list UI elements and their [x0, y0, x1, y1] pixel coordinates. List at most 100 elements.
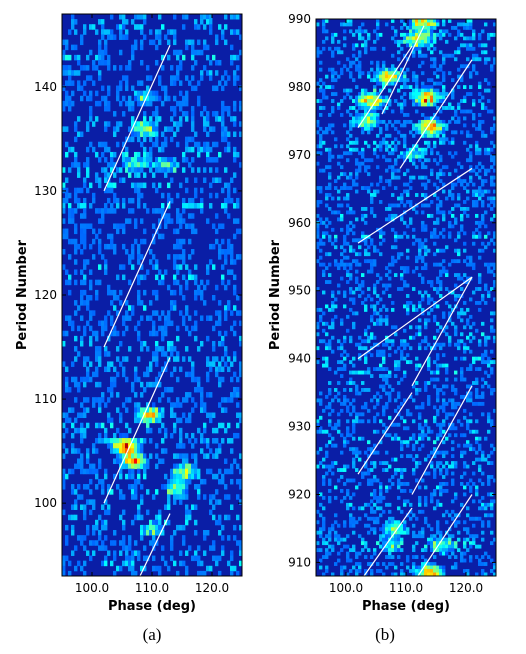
heatmap-cell	[397, 527, 401, 532]
heatmap-cell	[415, 332, 419, 337]
heatmap-cell	[95, 356, 99, 362]
heatmap-cell	[134, 570, 138, 576]
heatmap-cell	[62, 361, 66, 367]
heatmap-cell	[409, 325, 413, 330]
heatmap-cell	[104, 203, 108, 209]
heatmap-cell	[155, 351, 159, 357]
heatmap-cell	[445, 384, 449, 389]
heatmap-cell	[188, 238, 192, 245]
heatmap-cell	[212, 295, 216, 301]
heatmap-cell	[146, 100, 150, 107]
heatmap-cell	[370, 266, 374, 271]
heatmap-cell	[358, 112, 362, 117]
heatmap-cell	[475, 140, 479, 145]
heatmap-cell	[490, 206, 494, 211]
heatmap-cell	[194, 473, 198, 480]
heatmap-cell	[74, 269, 78, 275]
heatmap-cell	[385, 318, 389, 323]
heatmap-cell	[155, 453, 159, 459]
heatmap-cell	[185, 478, 189, 485]
heatmap-cell	[86, 167, 90, 173]
heatmap-cell	[364, 102, 368, 107]
heatmap-cell	[134, 223, 138, 229]
heatmap-cell	[457, 248, 461, 253]
heatmap-cell	[415, 541, 419, 546]
heatmap-cell	[164, 136, 168, 143]
heatmap-cell	[334, 534, 338, 539]
heatmap-cell	[412, 307, 416, 312]
heatmap-cell	[203, 146, 207, 153]
heatmap-cell	[406, 513, 410, 518]
heatmap-cell	[424, 471, 428, 476]
heatmap-cell	[463, 231, 467, 236]
heatmap-cell	[158, 218, 162, 224]
heatmap-cell	[95, 54, 99, 61]
heatmap-cell	[125, 29, 129, 35]
heatmap-cell	[487, 147, 491, 152]
heatmap-cell	[62, 65, 66, 71]
heatmap-cell	[209, 494, 213, 500]
heatmap-cell	[337, 534, 341, 539]
heatmap-cell	[128, 279, 132, 286]
heatmap-cell	[146, 417, 150, 424]
heatmap-cell	[439, 492, 443, 497]
heatmap-cell	[454, 405, 458, 410]
heatmap-cell	[325, 130, 329, 135]
heatmap-cell	[203, 478, 207, 485]
heatmap-cell	[376, 154, 380, 159]
heatmap-cell	[77, 484, 81, 490]
heatmap-cell	[370, 112, 374, 117]
heatmap-cell	[382, 374, 386, 378]
heatmap-cell	[379, 506, 383, 511]
heatmap-cell	[454, 259, 458, 264]
heatmap-cell	[143, 468, 147, 475]
heatmap-cell	[436, 196, 440, 201]
heatmap-cell	[134, 151, 138, 158]
heatmap-cell	[98, 530, 102, 536]
heatmap-cell	[376, 182, 380, 187]
heatmap-cell	[358, 168, 362, 173]
heatmap-cell	[328, 534, 332, 539]
heatmap-cell	[484, 360, 488, 365]
heatmap-cell	[427, 92, 431, 96]
heatmap-cell	[215, 111, 219, 117]
heatmap-cell	[62, 340, 66, 347]
heatmap-cell	[481, 119, 485, 124]
heatmap-cell	[176, 417, 180, 424]
heatmap-cell	[125, 356, 129, 362]
heatmap-cell	[170, 157, 174, 163]
heatmap-cell	[230, 177, 234, 183]
heatmap-cell	[209, 167, 213, 173]
heatmap-cell	[83, 182, 87, 189]
heatmap-cell	[227, 213, 231, 219]
heatmap-cell	[373, 213, 377, 218]
heatmap-cell	[218, 366, 222, 373]
heatmap-cell	[77, 131, 81, 138]
heatmap-cell	[463, 241, 467, 246]
heatmap-cell	[466, 280, 470, 284]
heatmap-cell	[209, 75, 213, 81]
heatmap-cell	[328, 67, 332, 72]
heatmap-cell	[212, 504, 216, 510]
heatmap-cell	[212, 356, 216, 362]
heatmap-cell	[107, 121, 111, 127]
heatmap-cell	[170, 478, 174, 485]
heatmap-cell	[95, 116, 99, 122]
heatmap-cell	[218, 555, 222, 562]
heatmap-cell	[86, 121, 90, 127]
heatmap-cell	[421, 175, 425, 180]
heatmap-cell	[433, 88, 437, 93]
heatmap-cell	[343, 468, 347, 472]
heatmap-cell	[376, 116, 380, 121]
heatmap-cell	[137, 131, 141, 138]
heatmap-cell	[430, 130, 434, 135]
heatmap-cell	[215, 59, 219, 66]
heatmap-cell	[388, 433, 392, 438]
heatmap-cell	[433, 492, 437, 497]
heatmap-cell	[92, 499, 96, 505]
heatmap-cell	[355, 95, 359, 100]
heatmap-cell	[215, 310, 219, 316]
heatmap-cell	[80, 238, 84, 245]
heatmap-cell	[487, 241, 491, 246]
heatmap-cell	[328, 165, 332, 170]
